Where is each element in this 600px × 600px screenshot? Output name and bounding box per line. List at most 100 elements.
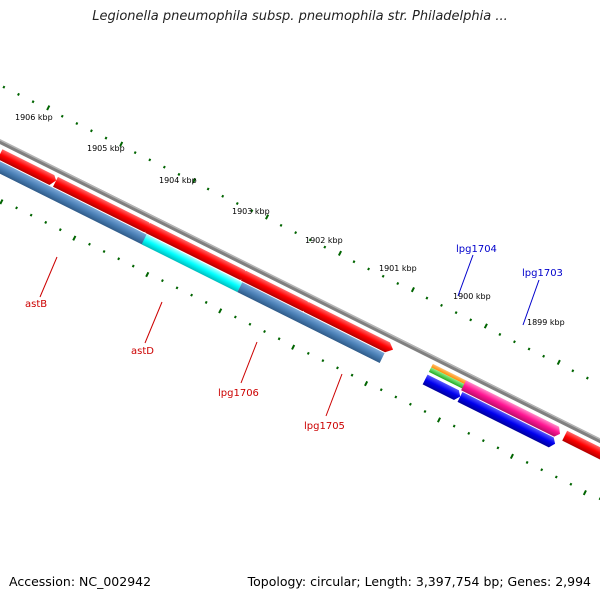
- leader-astB: [39, 256, 58, 298]
- ruler-minor-tick: [452, 424, 456, 428]
- ruler-minor-tick: [206, 187, 210, 191]
- ruler-minor-tick: [554, 475, 558, 479]
- ruler-minor-tick: [336, 366, 339, 370]
- ruler-major-tick: [46, 105, 51, 111]
- ruler-minor-tick: [263, 330, 266, 334]
- ruler-minor-tick: [190, 293, 194, 297]
- gene-reverse-astD[interactable]: [141, 234, 243, 293]
- ruler-minor-tick: [469, 318, 473, 322]
- cds-forward-4[interactable]: [240, 270, 313, 314]
- ruler-major-tick: [192, 177, 197, 184]
- ruler-minor-tick: [160, 279, 164, 283]
- ruler-minor-tick: [148, 158, 152, 162]
- ruler-minor-tick: [306, 351, 310, 355]
- ruler-minor-tick: [250, 209, 254, 213]
- ruler-minor-tick: [235, 202, 239, 206]
- ruler-minor-tick: [104, 136, 108, 140]
- gene-label-lpg1704[interactable]: lpg1704: [456, 244, 497, 255]
- ruler-minor-tick: [379, 388, 383, 392]
- ruler-track-bottom: [0, 199, 600, 501]
- ruler-minor-tick: [175, 286, 179, 290]
- ruler-minor-tick: [440, 303, 443, 307]
- ruler-major-tick: [119, 141, 124, 147]
- ruler-major-tick: [436, 417, 442, 423]
- ruler-minor-tick: [17, 92, 20, 96]
- ruler-minor-tick: [102, 250, 106, 254]
- leader-lpg1704: [457, 254, 474, 297]
- ruler-label-1901: 1901 kbp: [379, 264, 417, 273]
- ruler-track-top: [2, 85, 589, 380]
- gene-orange-segment[interactable]: [431, 363, 468, 385]
- gene-blue-1[interactable]: [422, 374, 463, 402]
- leader-lpg1706: [240, 341, 258, 384]
- ruler-major-tick: [265, 214, 270, 220]
- ruler-minor-tick: [394, 395, 398, 399]
- ruler-major-tick: [337, 250, 342, 256]
- ruler-minor-tick: [585, 376, 589, 380]
- ruler-minor-tick: [527, 347, 531, 351]
- ruler-minor-tick: [571, 369, 575, 373]
- ruler-minor-tick: [513, 340, 516, 344]
- ruler-major-tick: [145, 271, 150, 278]
- ruler-minor-tick: [248, 322, 252, 326]
- leader-lpg1705: [325, 373, 343, 417]
- gene-label-lpg1705[interactable]: lpg1705: [304, 421, 345, 432]
- ruler-minor-tick: [352, 260, 356, 264]
- ruler-minor-tick: [321, 359, 325, 363]
- ruler-label-1900: 1900 kbp: [453, 292, 491, 301]
- ruler-minor-tick: [58, 228, 62, 232]
- gene-lpg1704[interactable]: [457, 391, 558, 449]
- gene-lpg1703[interactable]: [461, 380, 563, 438]
- genome-backbone-highlight: [0, 110, 600, 470]
- gene-label-astB[interactable]: astB: [25, 299, 47, 310]
- cds-forward-6[interactable]: [562, 430, 600, 470]
- gene-label-astD[interactable]: astD: [131, 346, 154, 357]
- ruler-minor-tick: [396, 282, 400, 286]
- cds-forward-2[interactable]: [53, 176, 155, 235]
- ruler-minor-tick: [15, 206, 18, 210]
- gene-label-lpg1703[interactable]: lpg1703: [522, 268, 563, 279]
- map-title: Legionella pneumophila subsp. pneumophil…: [92, 9, 508, 24]
- ruler-minor-tick: [204, 300, 208, 304]
- cds-forward-1[interactable]: [0, 149, 58, 187]
- ruler-minor-tick: [277, 337, 281, 341]
- cds-forward-5[interactable]: [303, 301, 396, 355]
- summary-text: Topology: circular; Length: 3,397,754 bp…: [247, 574, 591, 589]
- gene-green-segment[interactable]: [428, 367, 467, 390]
- accession-text: Accession: NC_002942: [9, 574, 152, 589]
- gene-reverse-astB[interactable]: [0, 159, 150, 246]
- ruler-label-1904: 1904 kbp: [159, 176, 197, 185]
- ruler-minor-tick: [308, 238, 312, 242]
- ruler-minor-tick: [381, 274, 385, 278]
- ruler-minor-tick: [498, 332, 502, 336]
- ruler-major-tick: [556, 359, 561, 366]
- ruler-minor-tick: [89, 129, 93, 133]
- ruler-minor-tick: [350, 373, 354, 377]
- ruler-minor-tick: [423, 410, 427, 414]
- ruler-major-tick: [582, 490, 587, 496]
- ruler-minor-tick: [454, 311, 458, 315]
- ruler-minor-tick: [323, 245, 327, 249]
- ruler-minor-tick: [60, 114, 64, 118]
- ruler-minor-tick: [44, 220, 48, 224]
- ruler-minor-tick: [2, 85, 6, 89]
- ruler-minor-tick: [367, 267, 371, 271]
- ruler-label-1903: 1903 kbp: [232, 207, 270, 216]
- cds-forward-3[interactable]: [145, 222, 250, 283]
- ruler-minor-tick: [425, 296, 429, 300]
- ruler-minor-tick: [29, 213, 33, 217]
- gene-label-lpg1706[interactable]: lpg1706: [218, 388, 259, 399]
- ruler-minor-tick: [467, 431, 471, 435]
- ruler-label-1905: 1905 kbp: [87, 144, 125, 153]
- leader-lpg1703: [522, 279, 540, 326]
- ruler-major-tick: [364, 380, 369, 387]
- ruler-label-1902: 1902 kbp: [305, 236, 343, 245]
- gene-reverse-lpg1706[interactable]: [237, 282, 385, 364]
- ruler-minor-tick: [31, 100, 35, 104]
- ruler-major-tick: [410, 286, 415, 293]
- ruler-minor-tick: [88, 242, 91, 246]
- ruler-major-tick: [218, 308, 223, 314]
- ruler-minor-tick: [598, 497, 600, 501]
- ruler-minor-tick: [131, 264, 135, 268]
